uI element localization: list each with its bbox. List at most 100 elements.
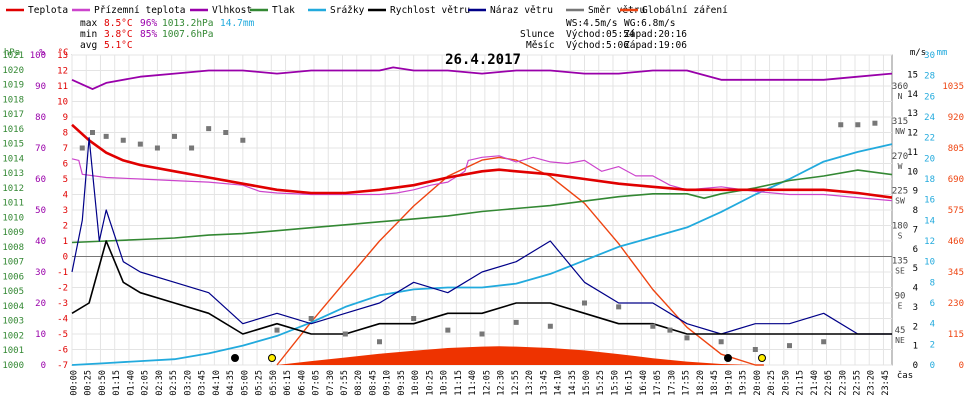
x-tick-label: 20:50 xyxy=(781,370,791,396)
tick-label-hpa: 1001 xyxy=(2,346,24,356)
x-tick-label: 10:00 xyxy=(411,370,421,396)
x-tick-label: 09:35 xyxy=(397,370,407,396)
tick-label-pct: 90 xyxy=(35,82,46,92)
x-tick-label: 16:15 xyxy=(625,370,635,396)
stats-pressure: 1013.2hPa xyxy=(162,18,213,29)
tick-label-pct: 60 xyxy=(35,175,46,185)
x-tick-label: 03:20 xyxy=(183,370,193,396)
tick-label-mm: 11 xyxy=(907,148,918,158)
tick-label-temp: 1 xyxy=(63,237,68,247)
info-ws: WS:4.5m/s xyxy=(566,18,617,29)
wind-dir-point xyxy=(684,335,690,341)
tick-label-ms: 8 xyxy=(930,278,935,288)
tick-label-temp: 5 xyxy=(63,175,68,185)
tick-label-hpa: 1010 xyxy=(2,213,24,223)
tick-label-dirname: W xyxy=(898,162,903,171)
tick-label-dirname: NW xyxy=(895,127,905,136)
tick-label-temp: 3 xyxy=(63,206,68,216)
tick-label-hpa: 1011 xyxy=(2,199,24,209)
wind-dir-point xyxy=(513,319,519,325)
wind-dir-point xyxy=(274,327,280,333)
tick-label-pct: 10 xyxy=(35,330,46,340)
tick-label-dir: 270 xyxy=(892,152,908,162)
tick-label-wm: 690 xyxy=(948,175,964,185)
tick-label-wm: 920 xyxy=(948,113,964,123)
stats-pressure: 1007.6hPa xyxy=(162,29,213,40)
x-tick-label: 22:30 xyxy=(838,370,848,396)
wind-dir-point xyxy=(308,316,314,321)
sun-moon-marker xyxy=(724,354,732,362)
tick-label-temp: 12 xyxy=(57,67,68,77)
x-tick-label: 20:00 xyxy=(753,370,763,396)
stats-humidity: 96% xyxy=(140,18,157,29)
wind-dir-point xyxy=(90,130,95,135)
x-tick-label: 04:10 xyxy=(212,370,222,396)
series-wind-speed xyxy=(71,240,892,335)
x-tick-label: 13:45 xyxy=(539,370,549,396)
wind-dir-point xyxy=(223,130,229,135)
tick-label-mm: 14 xyxy=(907,90,918,100)
x-tick-label: 00:25 xyxy=(84,370,94,396)
tick-label-ms: 4 xyxy=(930,320,935,330)
tick-label-mm: 4 xyxy=(913,284,918,294)
x-tick-label: 06:15 xyxy=(283,370,293,396)
sun-moon-marker xyxy=(268,354,276,362)
tick-label-dir: 360 xyxy=(892,82,908,92)
info-sun-rise: Východ:05:54 xyxy=(566,29,635,40)
tick-label-ms: 14 xyxy=(924,216,935,226)
x-tick-label: 17:30 xyxy=(667,370,677,396)
x-tick-label: 23:45 xyxy=(881,370,891,396)
wind-dir-point xyxy=(752,347,758,352)
x-tick-label: 08:45 xyxy=(368,370,378,396)
x-tick-label: 00:00 xyxy=(70,370,80,396)
legend-label: Rychlost větru xyxy=(390,5,470,16)
series-rain xyxy=(71,143,893,366)
x-tick-label: 06:40 xyxy=(297,370,307,396)
x-tick-label: 17:05 xyxy=(653,370,663,396)
tick-label-wm: 1035 xyxy=(942,82,964,92)
x-tick-label: 01:40 xyxy=(126,370,136,396)
tick-label-dirname: SE xyxy=(895,266,905,275)
x-tick-label: 21:40 xyxy=(810,370,820,396)
tick-label-mm: 1 xyxy=(913,342,918,352)
info-sun-label: Slunce xyxy=(520,29,555,40)
legend: Teplota Přízemní teplota Vlhkost Tlak Srážky… xyxy=(6,5,728,51)
tick-label-hpa: 1004 xyxy=(2,302,24,312)
stats-humidity: 85% xyxy=(140,29,157,40)
x-tick-label: 05:25 xyxy=(255,370,265,396)
wind-dir-point xyxy=(189,145,195,151)
tick-label-hpa: 1015 xyxy=(2,140,24,150)
tick-label-wm: 460 xyxy=(948,237,964,247)
tick-label-ms: 2 xyxy=(930,340,935,350)
legend-label: Náraz větru xyxy=(490,5,553,16)
x-tick-label: 14:10 xyxy=(554,370,564,396)
x-tick-label: 00:50 xyxy=(98,370,108,396)
stats-temp: 3.8°C xyxy=(104,29,133,40)
x-tick-label: 12:30 xyxy=(497,370,507,396)
tick-label-pct: 30 xyxy=(35,268,46,278)
tick-label-mm: 9 xyxy=(913,187,918,197)
tick-label-temp: -7 xyxy=(57,361,68,371)
stats-label: avg xyxy=(80,40,97,51)
legend-label: Globální záření xyxy=(642,5,728,16)
legend-label: Srážky xyxy=(330,5,365,16)
tick-label-dir: 45 xyxy=(895,326,906,336)
tick-label-mm: 15 xyxy=(907,70,918,80)
tick-label-temp: 6 xyxy=(63,160,68,170)
tick-label-hpa: 1014 xyxy=(2,154,24,164)
x-tick-label: 07:55 xyxy=(340,370,350,396)
info-moon-label: Měsíc xyxy=(526,40,555,51)
chart-title: 26.4.2017 xyxy=(445,52,521,68)
tick-label-pct: 0 xyxy=(41,361,46,371)
tick-label-hpa: 1020 xyxy=(2,66,24,76)
tick-label-temp: -6 xyxy=(57,346,68,356)
tick-label-dir: 135 xyxy=(892,256,908,266)
stats-label: min xyxy=(80,29,97,40)
wind-dir-point xyxy=(206,126,212,132)
tick-label-mm: 7 xyxy=(913,225,918,235)
series-layer xyxy=(71,66,893,366)
tick-label-mm: 12 xyxy=(907,129,918,139)
wind-dir-point xyxy=(547,323,553,329)
x-tick-label: 05:00 xyxy=(240,370,250,396)
wind-dir-point xyxy=(855,122,861,128)
